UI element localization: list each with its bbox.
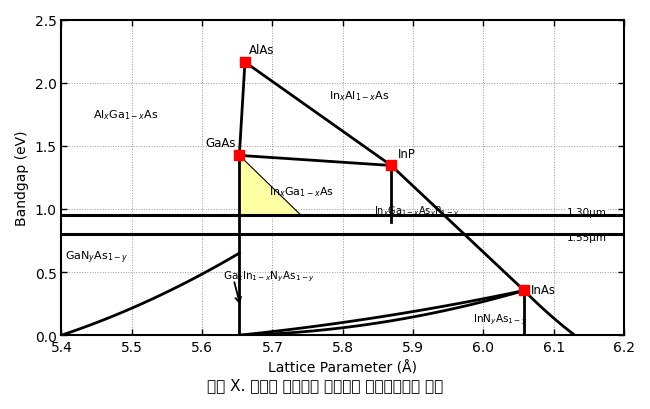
Text: Al$_x$Ga$_{1-x}$As: Al$_x$Ga$_{1-x}$As [93,108,159,122]
Text: 1.30μm: 1.30μm [567,207,606,217]
Text: 1.55μm: 1.55μm [566,233,606,243]
Text: In$_x$Al$_{1-x}$As: In$_x$Al$_{1-x}$As [329,89,389,103]
X-axis label: Lattice Parameter (Å): Lattice Parameter (Å) [268,360,417,374]
Y-axis label: Bandgap (eV): Bandgap (eV) [15,130,29,225]
Text: In$_x$Ga$_{1-x}$As$_y$P$_{1-y}$: In$_x$Ga$_{1-x}$As$_y$P$_{1-y}$ [374,204,460,218]
Text: InAs: InAs [531,283,556,296]
Polygon shape [239,156,300,215]
Point [386,163,396,169]
Text: InN$_y$As$_{1-y}$: InN$_y$As$_{1-y}$ [473,312,527,326]
Point [240,60,250,66]
Text: Ga$_x$In$_{1-x}$N$_y$As$_{1-y}$: Ga$_x$In$_{1-x}$N$_y$As$_{1-y}$ [223,269,315,283]
Text: In$_x$Ga$_{1-x}$As: In$_x$Ga$_{1-x}$As [269,185,334,199]
Text: GaAs: GaAs [205,137,236,150]
Point [234,153,244,159]
Text: InP: InP [398,148,416,161]
Text: 그림 X. 다양한 반도체의 밴도갭과 격자상수와의 관계: 그림 X. 다양한 반도체의 밴도갭과 격자상수와의 관계 [207,378,443,393]
Point [519,288,529,294]
Text: AlAs: AlAs [248,44,274,56]
Text: GaN$_y$As$_{1-y}$: GaN$_y$As$_{1-y}$ [65,249,129,265]
